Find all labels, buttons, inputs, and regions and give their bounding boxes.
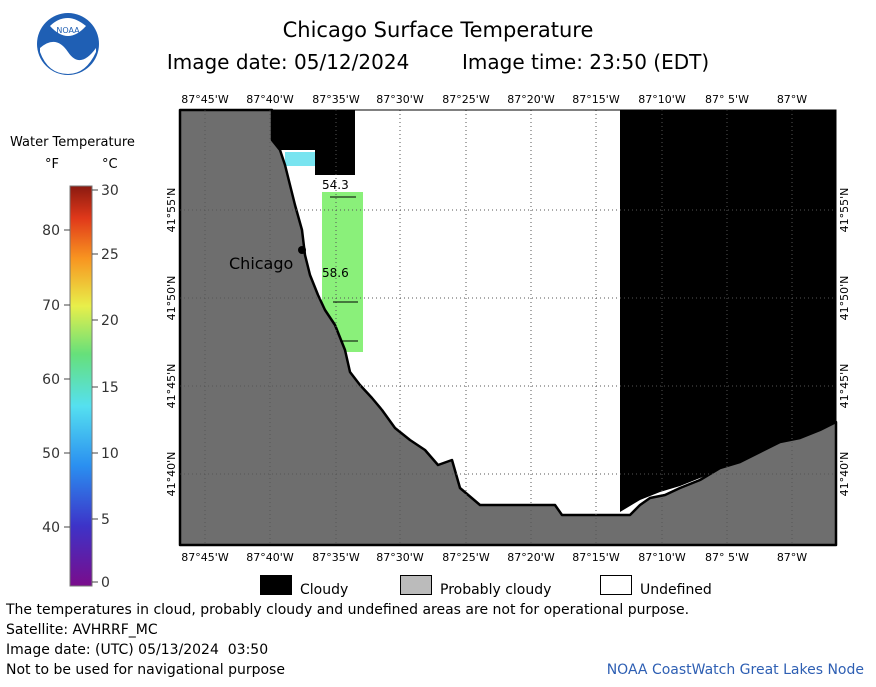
navigation-disclaimer: Not to be used for navigational purpose bbox=[6, 662, 285, 678]
lon-label: 87°10'W bbox=[638, 551, 686, 564]
f-label: 70 bbox=[42, 298, 60, 314]
noaa-logo-text: NOAA bbox=[56, 26, 80, 35]
lon-label: 87°30'W bbox=[376, 551, 424, 564]
lon-label: 87°15'W bbox=[572, 93, 620, 106]
key-label-cloudy: Cloudy bbox=[300, 582, 349, 598]
cloud-region-north bbox=[272, 110, 355, 175]
lon-label: 87°W bbox=[777, 551, 807, 564]
latitude-labels-right: 41°55'N 41°50'N 41°45'N 41°40'N bbox=[838, 188, 851, 497]
lon-label: 87°35'W bbox=[312, 551, 360, 564]
f-label: 60 bbox=[42, 372, 60, 388]
legend-title: Water Temperature bbox=[10, 135, 135, 150]
temperature-label-54: 54.3 bbox=[322, 178, 349, 192]
lat-label: 41°55'N bbox=[838, 188, 851, 233]
utc-image-date: Image date: (UTC) 05/13/2024 03:50 bbox=[6, 642, 269, 658]
c-label: 30 bbox=[101, 183, 119, 199]
f-label: 80 bbox=[42, 223, 60, 239]
key-swatch-probably-cloudy bbox=[400, 575, 432, 595]
lon-label: 87°25'W bbox=[442, 93, 490, 106]
graticule bbox=[180, 110, 836, 545]
city-label: Chicago bbox=[229, 254, 293, 273]
f-label: 40 bbox=[42, 520, 60, 536]
cloud-region-east bbox=[620, 110, 836, 512]
latitude-labels-left: 41°55'N 41°50'N 41°45'N 41°40'N bbox=[165, 188, 178, 497]
celsius-labels: 30 25 20 15 10 5 0 bbox=[101, 183, 119, 591]
noaa-logo-icon: NOAA bbox=[36, 12, 100, 76]
longitude-labels-top: 87°45'W 87°40'W 87°35'W 87°30'W 87°25'W … bbox=[181, 93, 807, 106]
map-frame bbox=[179, 109, 837, 546]
lon-label: 87°10'W bbox=[638, 93, 686, 106]
lon-label: 87°15'W bbox=[572, 551, 620, 564]
page-title: Chicago Surface Temperature bbox=[282, 18, 594, 42]
lon-label: 87°20'W bbox=[507, 551, 555, 564]
city-marker bbox=[298, 246, 306, 254]
lon-label: 87°30'W bbox=[376, 93, 424, 106]
c-label: 10 bbox=[101, 446, 119, 462]
coastwatch-credit-link[interactable]: NOAA CoastWatch Great Lakes Node bbox=[606, 662, 864, 678]
key-swatch-cloudy bbox=[260, 575, 292, 595]
lon-label: 87°45'W bbox=[181, 551, 229, 564]
c-label: 5 bbox=[101, 512, 110, 528]
lon-label: 87°35'W bbox=[312, 93, 360, 106]
scale-ticks bbox=[64, 189, 98, 583]
c-label: 20 bbox=[101, 313, 119, 329]
unit-celsius: °C bbox=[102, 157, 118, 172]
lat-label: 41°40'N bbox=[165, 452, 178, 497]
lon-label: 87°25'W bbox=[442, 551, 490, 564]
longitude-labels-bottom: 87°45'W 87°40'W 87°35'W 87°30'W 87°25'W … bbox=[181, 551, 807, 564]
lon-label: 87°W bbox=[777, 93, 807, 106]
temperature-label-58: 58.6 bbox=[322, 266, 349, 280]
key-label-probably-cloudy: Probably cloudy bbox=[440, 582, 552, 598]
satellite-label: Satellite: AVHRRF_MC bbox=[6, 622, 158, 638]
image-datetime: Image date: 05/12/2024 Image time: 23:50… bbox=[0, 50, 876, 74]
lon-label: 87° 5'W bbox=[705, 93, 749, 106]
c-label: 25 bbox=[101, 247, 119, 263]
operational-note: The temperatures in cloud, probably clou… bbox=[6, 602, 690, 618]
lon-label: 87°20'W bbox=[507, 93, 555, 106]
lat-label: 41°40'N bbox=[838, 452, 851, 497]
lon-label: 87°40'W bbox=[246, 93, 294, 106]
lat-label: 41°45'N bbox=[838, 364, 851, 409]
lon-label: 87°45'W bbox=[181, 93, 229, 106]
unit-fahrenheit: °F bbox=[45, 157, 59, 172]
image-date: Image date: 05/12/2024 bbox=[166, 50, 410, 74]
key-swatch-undefined bbox=[600, 575, 632, 595]
lon-label: 87° 5'W bbox=[705, 551, 749, 564]
fahrenheit-labels: 80 70 60 50 40 bbox=[42, 223, 60, 536]
c-label: 0 bbox=[101, 575, 110, 591]
f-label: 50 bbox=[42, 446, 60, 462]
c-label: 15 bbox=[101, 380, 119, 396]
lon-label: 87°40'W bbox=[246, 551, 294, 564]
lat-label: 41°50'N bbox=[838, 276, 851, 321]
lat-label: 41°55'N bbox=[165, 188, 178, 233]
land-region bbox=[178, 108, 838, 547]
key-label-undefined: Undefined bbox=[640, 582, 712, 598]
lat-label: 41°45'N bbox=[165, 364, 178, 409]
water-cool-patch bbox=[285, 152, 315, 166]
image-time: Image time: 23:50 (EDT) bbox=[462, 50, 710, 74]
lat-label: 41°50'N bbox=[165, 276, 178, 321]
color-scale-bar bbox=[69, 185, 93, 587]
